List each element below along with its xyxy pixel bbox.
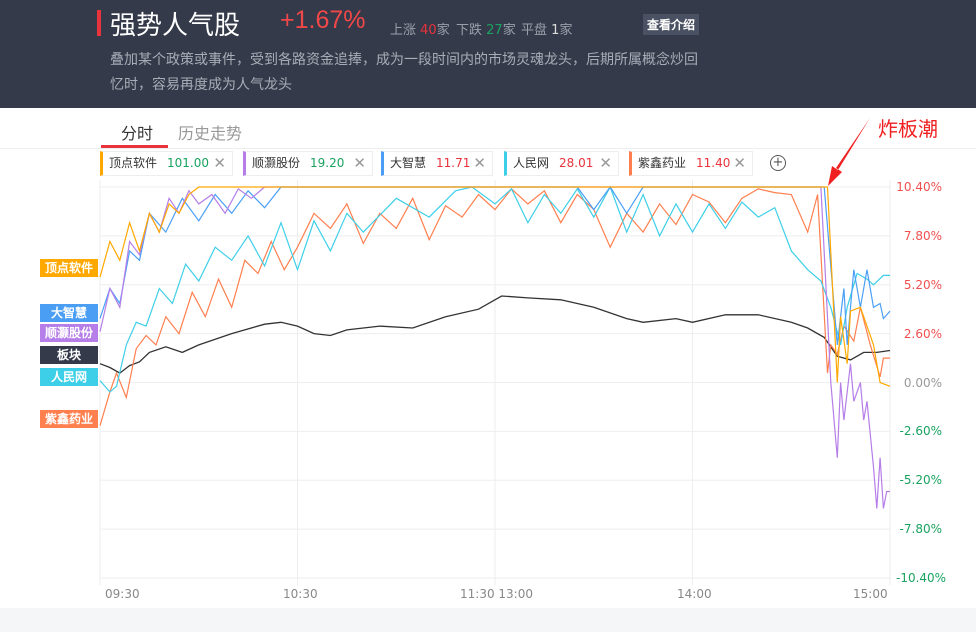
change-percent: +1.67% xyxy=(280,6,366,34)
y-tick-label: 10.40% xyxy=(896,180,942,194)
y-tick-label: 7.80% xyxy=(903,228,942,243)
series-line-2 xyxy=(99,185,890,393)
y-tick-label: 5.20% xyxy=(903,277,942,292)
x-tick-label: 09:30 xyxy=(105,587,140,601)
divider xyxy=(0,148,976,149)
stock-price: 11.71 xyxy=(436,156,471,170)
active-tab-indicator xyxy=(101,145,168,148)
annotation-label: 炸板潮 xyxy=(878,117,938,141)
title-accent-bar xyxy=(97,10,101,36)
stock-name: 紫鑫药业 xyxy=(638,156,687,170)
x-tick-label: 10:30 xyxy=(283,587,318,601)
close-icon[interactable]: ✕ xyxy=(599,154,612,172)
x-tick-label: 14:00 xyxy=(677,587,712,601)
stock-price: 11.40 xyxy=(696,156,731,170)
stock-name: 顺灏股份 xyxy=(252,156,301,170)
close-icon[interactable]: ✕ xyxy=(473,154,486,172)
series-line-5 xyxy=(99,186,891,387)
stock-chip[interactable]: 大智慧 11.71 ✕ xyxy=(381,151,493,176)
flat-count: 平盘 1家 xyxy=(521,23,573,38)
close-icon[interactable]: ✕ xyxy=(733,154,746,172)
series-tag: 大智慧 xyxy=(40,304,98,322)
close-icon[interactable]: ✕ xyxy=(213,154,226,172)
stock-chip[interactable]: 顶点软件 101.00 ✕ xyxy=(100,151,233,176)
tab-intraday[interactable]: 分时 xyxy=(121,124,154,143)
page-title: 强势人气股 xyxy=(110,11,241,41)
stock-chip[interactable]: 紫鑫药业 11.40 ✕ xyxy=(629,151,753,176)
y-tick-label: -10.40% xyxy=(896,571,947,585)
y-tick-label: 0.00% xyxy=(903,375,942,390)
series-tag: 板块 xyxy=(40,346,98,364)
down-count: 下跌 27家 xyxy=(456,23,516,38)
series-tag: 顶点软件 xyxy=(40,259,98,277)
y-tick-label: -2.60% xyxy=(899,424,942,439)
y-tick-label: -7.80% xyxy=(899,522,942,537)
stock-chip[interactable]: 顺灏股份 19.20 ✕ xyxy=(243,151,373,176)
stock-price: 19.20 xyxy=(310,156,345,170)
stock-name: 大智慧 xyxy=(390,156,427,170)
stock-chip[interactable]: 人民网 28.01 ✕ xyxy=(504,151,619,176)
arrow-icon xyxy=(828,118,870,186)
x-tick-label: 15:00 xyxy=(853,587,888,601)
x-tick-label: 11:30 13:00 xyxy=(460,587,533,601)
stock-name: 人民网 xyxy=(513,156,550,170)
series-tag: 顺灏股份 xyxy=(40,324,98,342)
series-tag: 紫鑫药业 xyxy=(40,410,98,428)
stock-price: 101.00 xyxy=(167,156,210,170)
header: 强势人气股 +1.67% 上涨 40家 下跌 27家 平盘 1家 查看介绍 叠加… xyxy=(0,0,976,108)
up-count: 上涨 40家 xyxy=(390,23,450,38)
series-line-1 xyxy=(99,188,890,426)
close-icon[interactable]: ✕ xyxy=(353,154,366,172)
plot-background xyxy=(40,180,976,608)
plus-circle-icon[interactable]: + xyxy=(770,155,786,171)
stock-name: 顶点软件 xyxy=(109,156,158,170)
series-line-0 xyxy=(99,295,891,374)
y-tick-label: 2.60% xyxy=(903,326,942,341)
stock-price: 28.01 xyxy=(559,156,594,170)
view-intro-button[interactable]: 查看介绍 xyxy=(643,14,700,35)
description: 叠加某个政策或事件，受到各路资金追捧，成为一段时间内的市场灵魂龙头，后期所属概念… xyxy=(110,52,698,93)
tab-history[interactable]: 历史走势 xyxy=(178,124,243,143)
y-tick-label: -5.20% xyxy=(899,473,942,488)
series-tag: 人民网 xyxy=(40,368,98,386)
